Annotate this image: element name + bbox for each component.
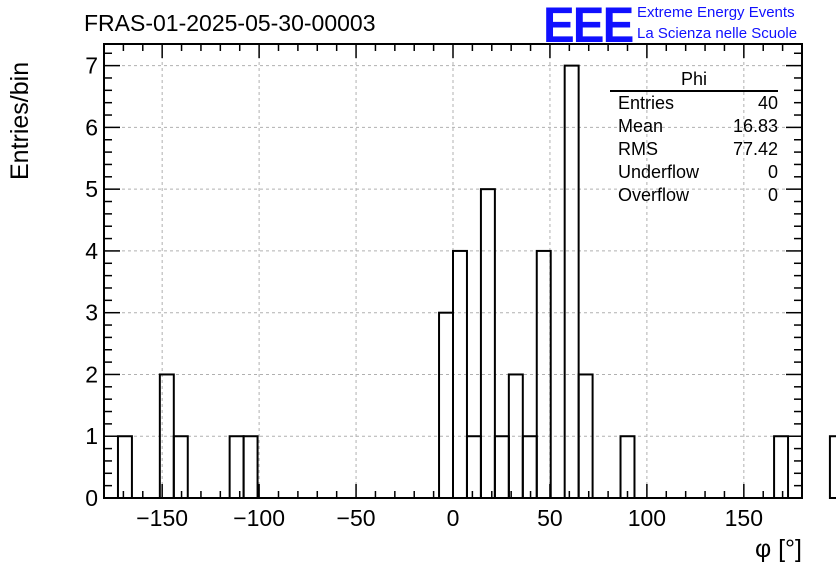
stats-label: RMS: [618, 139, 658, 159]
y-tick-label: 7: [85, 53, 98, 79]
stats-row-mean: Mean 16.83: [610, 115, 778, 138]
axis-ticks: [103, 44, 803, 499]
histogram-bin: [773, 435, 790, 499]
histogram-bin: [521, 435, 538, 499]
y-tick-label: 2: [85, 361, 98, 387]
histogram-bin: [116, 435, 133, 499]
x-tick-label: 0: [447, 505, 460, 531]
y-tick-label: 1: [85, 423, 98, 449]
histogram-bin: [172, 435, 189, 499]
histogram-bin: [619, 435, 636, 499]
stats-label: Underflow: [618, 162, 700, 182]
y-axis-label: Entries/bin: [6, 61, 34, 180]
histogram-bin: [563, 64, 580, 499]
y-tick-label: 5: [85, 176, 98, 202]
x-tick-label: 150: [725, 505, 763, 531]
stats-title: Phi: [610, 68, 778, 92]
y-tick-label: 0: [85, 485, 98, 511]
histogram-bin: [242, 435, 259, 499]
x-tick-label: −50: [337, 505, 376, 531]
histogram-bin: [438, 311, 455, 499]
histogram-bin: [493, 435, 510, 499]
stats-value: 77.42: [732, 139, 778, 159]
stats-box: Phi Entries 40 Mean 16.83 RMS 77.42 Unde…: [610, 68, 778, 207]
stats-row-overflow: Overflow 0: [610, 184, 778, 207]
histogram-bin: [228, 435, 245, 499]
stats-row-entries: Entries 40: [610, 92, 778, 115]
y-tick-label: 3: [85, 300, 98, 326]
x-tick-label: −100: [233, 505, 285, 531]
stats-row-rms: RMS 77.42: [610, 138, 778, 161]
stats-value: 0: [767, 185, 778, 205]
logo-line-2: La Scienza nelle Scuole: [637, 25, 798, 42]
x-tick-label: 50: [537, 505, 563, 531]
stats-value: 0: [767, 162, 778, 182]
x-axis-label: φ [°]: [754, 535, 802, 563]
stats-label: Mean: [618, 116, 664, 136]
eee-logo: EEE: [543, 0, 634, 53]
chart-title: FRAS-01-2025-05-30-00003: [84, 10, 376, 36]
stats-value: 40: [757, 93, 778, 113]
x-tick-label: 100: [628, 505, 666, 531]
x-tick-label: −150: [136, 505, 188, 531]
histogram-bin: [465, 435, 482, 499]
tick-labels: −150 −100 −50 0 50 100 150 0 1 2 3 4 5 6 7: [85, 53, 763, 531]
y-tick-label: 6: [85, 114, 98, 140]
histogram-bin: [828, 435, 836, 499]
stats-value: 16.83: [732, 116, 778, 136]
stats-row-underflow: Underflow 0: [610, 161, 778, 184]
histogram-bin: [479, 188, 496, 499]
stats-label: Entries: [618, 93, 675, 113]
stats-label: Overflow: [618, 185, 690, 205]
logo-line-1: Extreme Energy Events: [637, 4, 795, 21]
y-tick-label: 4: [85, 238, 98, 264]
